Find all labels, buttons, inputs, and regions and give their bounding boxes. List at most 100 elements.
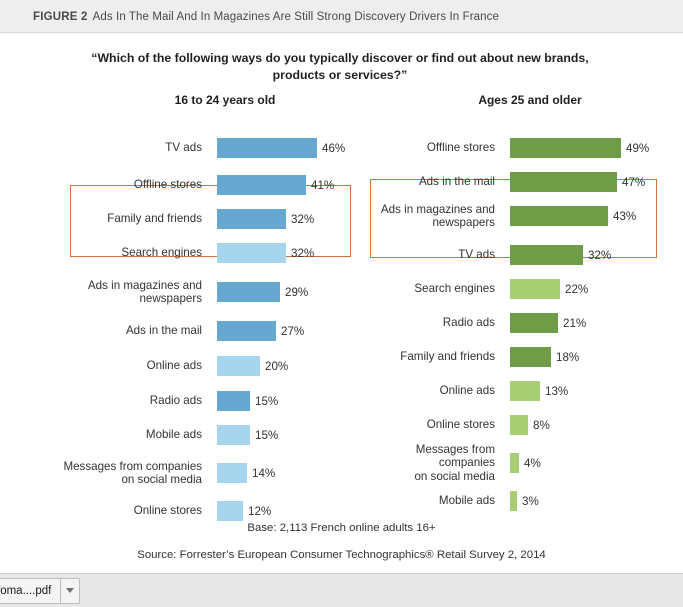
bar-row-young-search-engines: Search engines 32% (0, 236, 360, 270)
bar-row-older-family-and-friends: Family and friends 18% (360, 340, 683, 374)
bar-row-older-online-ads: Online ads 13% (360, 374, 683, 408)
bar (217, 243, 286, 263)
bar-value-label: 4% (524, 456, 541, 470)
bar (217, 321, 276, 341)
bar-row-older-tv-ads: TV ads 32% (360, 238, 683, 272)
bar (510, 245, 583, 265)
bar-value-label: 46% (322, 141, 346, 155)
bar-row-young-tv-ads: TV ads 46% (0, 131, 360, 165)
chart-area: “Which of the following ways do you typi… (0, 33, 683, 573)
bar-row-older-messages-from-companies-on-social-media: Messages from companies on social media 4… (360, 443, 683, 483)
bar (510, 279, 560, 299)
bar-row-young-mobile-ads: Mobile ads 15% (0, 418, 360, 452)
bar-label: Offline stores (426, 141, 495, 155)
bar-label: Messages from companies on social media (63, 459, 202, 487)
bar-row-older-online-stores: Online stores 8% (360, 408, 683, 442)
bar (217, 501, 243, 521)
bar-value-label: 20% (265, 359, 289, 373)
figure-header: FIGURE 2 Ads In The Mail And In Magazine… (0, 0, 683, 33)
bar (510, 172, 617, 192)
bar-label: Ads in the mail (125, 324, 202, 338)
bar-label: Ads in magazines and newspapers (380, 202, 495, 230)
bar-row-young-online-ads: Online ads 20% (0, 349, 360, 383)
bar-row-older-ads-in-the-mail: Ads in the mail 47% (360, 165, 683, 199)
bar-value-label: 32% (291, 212, 315, 226)
bar (510, 381, 540, 401)
bar (217, 138, 317, 158)
bar (217, 209, 286, 229)
bar-value-label: 32% (588, 248, 612, 262)
figure-header-text: FIGURE 2 Ads In The Mail And In Magazine… (33, 0, 499, 33)
bar-value-label: 3% (522, 494, 539, 508)
panel-heading-older: Ages 25 and older (478, 93, 582, 107)
bar-row-young-offline-stores: Offline stores 41% (0, 168, 360, 202)
bar-value-label: 49% (626, 141, 650, 155)
bar-label: Online stores (133, 504, 202, 518)
bar-row-older-mobile-ads: Mobile ads 3% (360, 484, 683, 518)
bar-label: Search engines (121, 246, 202, 260)
bar-row-young-online-stores: Online stores 12% (0, 494, 360, 528)
bar-label: TV ads (458, 248, 495, 262)
bar-label: Ads in the mail (418, 175, 495, 189)
bar-label: Mobile ads (145, 428, 202, 442)
bar-label: Messages from companies on social media (414, 442, 495, 483)
bar-label: Online stores (426, 418, 495, 432)
bar-label: Online ads (146, 359, 202, 373)
bar-row-older-offline-stores: Offline stores 49% (360, 131, 683, 165)
bar (510, 138, 621, 158)
bar-label: Online ads (439, 384, 495, 398)
bar-value-label: 32% (291, 246, 315, 260)
download-bar: foma....pdf (0, 573, 683, 607)
bar (510, 206, 608, 226)
bar (217, 282, 280, 302)
download-menu-button[interactable] (61, 577, 81, 604)
bar-value-label: 15% (255, 428, 279, 442)
bar (217, 391, 250, 411)
bar-value-label: 8% (533, 418, 550, 432)
bar (510, 453, 519, 473)
bar-row-young-ads-in-magazines-and-newspapers: Ads in magazines and newspapers 29% (0, 275, 360, 309)
chart-question-title: “Which of the following ways do you typi… (91, 51, 589, 82)
figure-title: Ads In The Mail And In Magazines Are Sti… (92, 10, 499, 23)
bar-label: Search engines (414, 282, 495, 296)
bar-value-label: 13% (545, 384, 569, 398)
download-item[interactable]: foma....pdf (0, 577, 81, 604)
footnote-base: Base: 2,113 French online adults 16+ (247, 522, 436, 534)
bar (510, 415, 528, 435)
bar-value-label: 22% (565, 282, 589, 296)
bar-label: TV ads (165, 141, 202, 155)
bar-label: Offline stores (133, 178, 202, 192)
bar-label: Family and friends (400, 350, 495, 364)
bar-row-young-messages-from-companies-on-social-media: Messages from companies on social media 1… (0, 456, 360, 490)
bar-label: Ads in magazines and newspapers (87, 278, 202, 306)
bar (217, 175, 306, 195)
bar-label: Radio ads (442, 316, 495, 330)
bar (217, 425, 250, 445)
bar-row-older-radio-ads: Radio ads 21% (360, 306, 683, 340)
bar-value-label: 41% (311, 178, 335, 192)
bar-value-label: 15% (255, 394, 279, 408)
footnote-source: Source: Forrester’s European Consumer Te… (137, 549, 546, 561)
bar-row-young-radio-ads: Radio ads 15% (0, 384, 360, 418)
bar (510, 313, 558, 333)
bar-label: Mobile ads (438, 494, 495, 508)
bar-value-label: 27% (281, 324, 305, 338)
download-file-name[interactable]: foma....pdf (0, 577, 62, 604)
figure-number-label: FIGURE 2 (33, 10, 88, 23)
bar-value-label: 18% (556, 350, 580, 364)
chevron-down-icon (66, 588, 75, 593)
bar (510, 347, 551, 367)
bar-value-label: 12% (248, 504, 272, 518)
bar-row-older-ads-in-magazines-and-newspapers: Ads in magazines and newspapers 43% (360, 199, 683, 233)
bar (510, 491, 517, 511)
bar-value-label: 21% (563, 316, 587, 330)
bar-label: Family and friends (107, 212, 202, 226)
bar (217, 463, 247, 483)
bar-label: Radio ads (149, 394, 202, 408)
bar-row-older-search-engines: Search engines 22% (360, 272, 683, 306)
bar (217, 356, 260, 376)
panel-heading-young: 16 to 24 years old (174, 93, 276, 107)
bar-value-label: 47% (622, 175, 646, 189)
bar-value-label: 29% (285, 285, 309, 299)
